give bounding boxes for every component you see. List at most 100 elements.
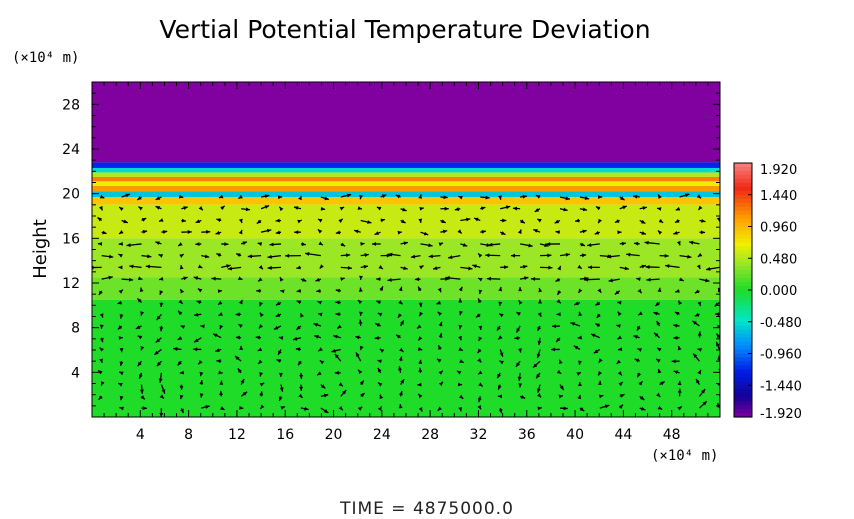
wind-vector: [419, 265, 424, 270]
wind-vector: [597, 288, 602, 294]
colorbar-swatch: [734, 369, 752, 374]
wind-vector: [578, 311, 583, 317]
wind-vector: [400, 378, 405, 385]
colorbar-swatch: [734, 345, 752, 351]
colorbar-swatch: [734, 262, 752, 267]
wind-vector: [477, 370, 483, 375]
wind-vector: [694, 312, 700, 317]
wind-vector: [440, 219, 446, 224]
colorbar-swatch: [734, 214, 752, 220]
wind-vector: [679, 277, 685, 282]
wind-vector: [536, 218, 542, 223]
wind-vector: [297, 219, 302, 224]
wind-vector: [139, 287, 144, 292]
wind-vector: [497, 394, 503, 399]
wind-vector: [200, 324, 205, 329]
wind-vector: [416, 324, 422, 330]
wind-vector: [339, 206, 345, 211]
y-tick-label: 28: [62, 97, 80, 113]
wind-vector: [136, 195, 142, 201]
wind-vector: [437, 287, 442, 293]
y-tick-label: 20: [62, 187, 80, 203]
wind-vector: [659, 253, 669, 258]
field-band-10: [92, 238, 720, 278]
wind-vector: [269, 242, 282, 247]
wind-vector: [376, 206, 382, 211]
wind-vector: [296, 288, 302, 293]
wind-vector: [217, 300, 223, 306]
colorbar-swatch: [734, 258, 752, 263]
wind-vector: [639, 231, 647, 235]
wind-vector: [193, 337, 202, 343]
colorbar-swatch: [734, 401, 752, 406]
wind-vector: [138, 372, 143, 380]
wind-vector: [655, 320, 661, 327]
wind-vector: [336, 324, 342, 330]
wind-vector: [420, 243, 433, 248]
wind-vector: [354, 229, 361, 234]
wind-vector: [177, 336, 183, 341]
wind-vector: [218, 370, 223, 375]
wind-vector: [587, 265, 600, 270]
wind-vector: [692, 320, 700, 327]
wind-vector: [398, 356, 403, 362]
wind-vector: [558, 394, 564, 399]
wind-vector: [375, 322, 381, 327]
wind-vector: [215, 348, 222, 353]
wind-vector: [159, 290, 164, 296]
wind-vector: [496, 325, 501, 332]
wind-vector: [380, 194, 387, 199]
wind-vector: [456, 370, 462, 375]
wind-vector: [457, 382, 463, 387]
wind-vector: [578, 381, 582, 387]
wind-vector: [235, 335, 242, 340]
wind-vector: [418, 407, 423, 412]
wind-vector: [608, 278, 620, 283]
wind-vector: [305, 252, 321, 257]
y-axis-unit: (×10⁴ m): [12, 50, 79, 66]
wind-vector: [535, 372, 541, 379]
wind-vector: [658, 218, 664, 224]
wind-vector: [499, 231, 506, 236]
wind-vector: [698, 388, 706, 397]
wind-vector: [639, 206, 648, 210]
wind-vector: [696, 264, 701, 270]
x-tick-label: 28: [421, 427, 439, 443]
wind-vector: [100, 381, 105, 386]
wind-vector: [673, 231, 680, 235]
wind-vector: [379, 348, 385, 353]
wind-vector: [516, 311, 521, 316]
wind-vector: [454, 207, 461, 211]
wind-vector: [400, 241, 409, 246]
wind-vector: [260, 205, 270, 210]
wind-vector: [137, 276, 143, 281]
wind-vector: [538, 299, 543, 304]
wind-vector: [360, 253, 369, 257]
wind-vector: [340, 242, 346, 247]
wind-vector: [697, 331, 702, 338]
wind-vector: [377, 406, 383, 411]
x-tick-label: 44: [614, 427, 632, 443]
wind-vector: [546, 242, 560, 246]
wind-vector: [118, 229, 124, 235]
wind-vector: [216, 359, 222, 364]
wind-vector: [358, 287, 363, 292]
wind-vector: [417, 382, 422, 387]
field-band-3: [92, 172, 720, 177]
wind-vector: [359, 194, 363, 200]
wind-vector: [557, 265, 562, 271]
wind-vector: [180, 325, 186, 330]
wind-vector: [675, 206, 681, 211]
wind-vector: [219, 324, 224, 330]
wind-vector: [101, 275, 113, 280]
wind-vector: [397, 313, 402, 319]
wind-vector: [238, 218, 243, 224]
wind-vector: [380, 253, 391, 258]
colorbar-tick-label: 0.960: [760, 221, 797, 236]
wind-vector: [357, 369, 363, 375]
wind-vector: [199, 371, 204, 377]
wind-vector: [679, 254, 692, 259]
wind-vector: [614, 290, 621, 295]
wind-vector: [515, 325, 521, 333]
wind-vector: [275, 218, 282, 223]
